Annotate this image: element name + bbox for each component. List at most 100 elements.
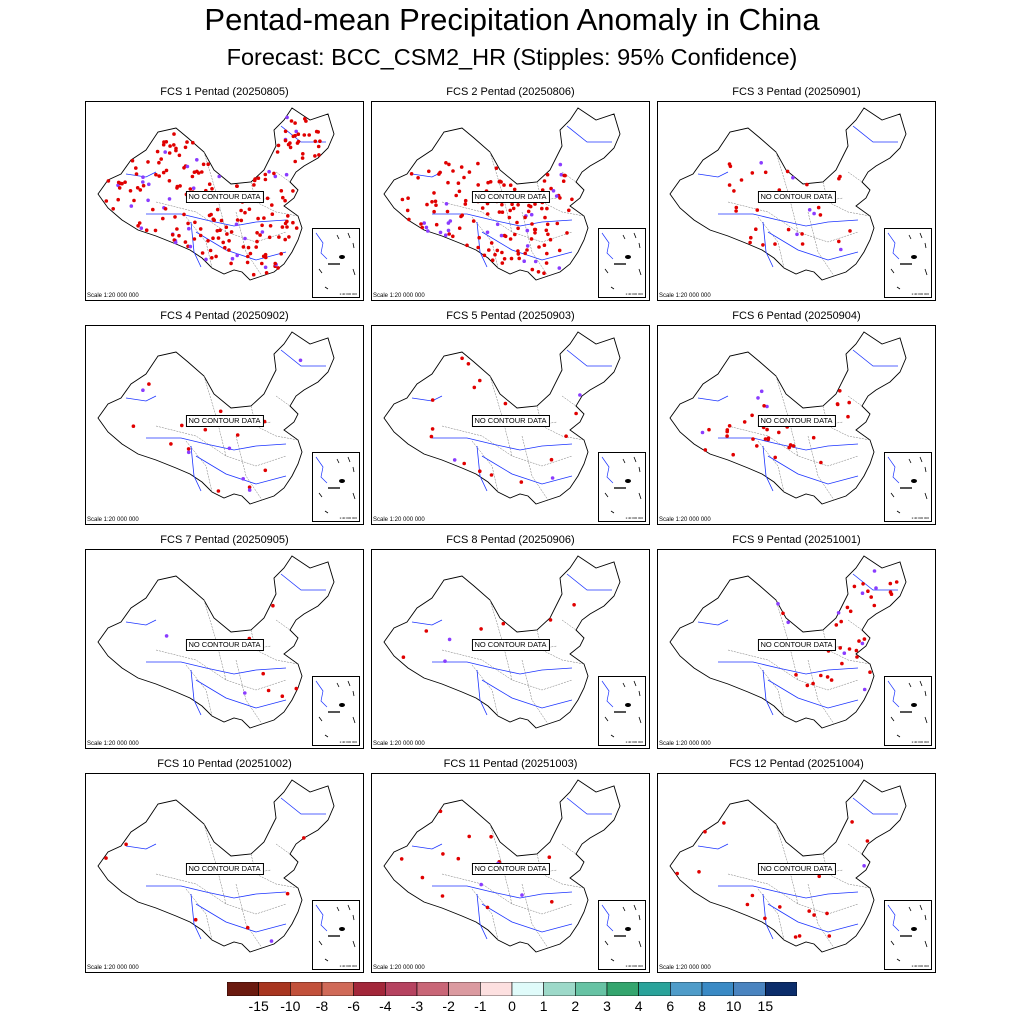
stipple-mark [406,196,410,200]
no-contour-label: NO CONTOUR DATA [757,639,836,652]
stipple-mark [516,203,520,207]
inset-map [887,456,928,514]
stipple-mark [210,187,214,191]
river-line [852,573,898,591]
river-line [476,445,488,492]
province-boundary [787,415,859,467]
colorbar-segment [765,982,797,996]
colorbar-tick-label: -15 [248,998,269,1014]
river-line [762,445,774,492]
stipple-mark [433,199,438,204]
stipple-mark [186,450,191,455]
stipple-mark [797,934,802,938]
stipple-mark [134,166,138,170]
river-line [195,231,287,261]
river-line [566,573,612,591]
stipple-mark [427,169,431,174]
river-line [718,437,859,451]
stipple-mark [258,233,262,237]
stipple-mark [298,358,303,363]
river-line [411,619,443,626]
stipple-mark [745,902,750,907]
stipple-mark [725,434,729,438]
stipple-mark [786,227,791,232]
no-contour-label: NO CONTOUR DATA [185,863,264,876]
stipple-mark [838,646,842,650]
river-line [476,669,488,716]
stipple-mark [214,254,218,259]
stipple-mark [227,239,231,243]
stipple-mark [248,251,253,256]
stipple-mark [141,175,145,179]
stipple-mark [478,378,482,383]
stipple-mark [440,894,445,898]
stipple-mark [260,230,265,234]
stipple-mark [805,683,810,688]
stipple-mark [263,265,268,270]
stipple-mark [494,166,499,170]
stipple-mark [482,253,487,258]
map-panel: FCS 12 Pentad (20251004) NO CONTOUR DATA S… [657,758,936,973]
province-boundary [441,201,513,233]
stipple-mark [131,424,136,428]
stipple-mark [727,424,732,428]
river-line [481,455,573,485]
stipple-mark [172,143,176,147]
colorbar-segment [701,982,734,996]
scale-label: Scale 1:20 000 000 [87,741,139,747]
river-line [195,903,287,933]
stipple-mark [425,202,429,207]
stipple-mark [273,174,278,179]
stipple-mark [750,171,755,175]
river-line [476,893,488,940]
stipple-mark [480,206,485,210]
stipple-mark [106,179,111,183]
no-contour-label: NO CONTOUR DATA [185,415,264,428]
river-line [481,903,573,933]
stipple-mark [476,183,480,187]
map-frame: NO CONTOUR DATA Scale 1:20 000 000 1:40 00… [657,549,936,749]
stipple-mark [452,458,457,462]
stipple-mark [260,223,264,228]
stipple-mark [234,222,239,227]
inset-map [601,232,642,290]
stipple-mark [819,460,823,465]
scale-label: Scale 1:20 000 000 [659,517,711,523]
stipple-mark [759,161,763,165]
stipple-mark [697,870,701,874]
stipple-mark [191,186,196,190]
stipple-mark [548,237,553,242]
map-panel: FCS 5 Pentad (20250903) NO CONTOUR DATA Sc… [371,310,650,525]
stipple-mark [270,203,274,207]
stipple-mark [525,244,530,248]
province-boundary [847,395,863,407]
river-line [566,349,612,367]
stipple-mark [186,221,190,226]
stipple-mark [245,925,250,930]
map-panel: FCS 7 Pentad (20250905) NO CONTOUR DATA Sc… [85,534,364,749]
stipple-mark [854,648,859,653]
stipple-mark [487,248,491,252]
province-boundary [501,415,573,467]
stipple-mark [178,184,182,188]
stipple-mark [848,609,853,614]
stipple-mark [545,172,550,177]
stipple-mark [479,882,483,887]
stipple-mark [773,242,777,246]
stipple-mark [116,197,120,202]
stipple-mark [817,874,821,879]
stipple-mark [422,221,426,225]
stipple-mark [291,189,295,193]
stipple-mark [277,235,281,239]
stipple-mark [182,212,186,217]
stipple-mark [834,623,839,627]
stipple-mark [835,402,840,407]
inset-scale-label: 1:40 000 000 [625,292,643,296]
stipple-mark [191,140,195,145]
stipple-mark [495,248,500,253]
stipple-mark [547,855,552,859]
stipple-mark [255,231,259,235]
stipple-mark [225,232,229,236]
map-panel: FCS 3 Pentad (20250901) NO CONTOUR DATA Sc… [657,86,936,301]
stipple-mark [825,675,830,679]
